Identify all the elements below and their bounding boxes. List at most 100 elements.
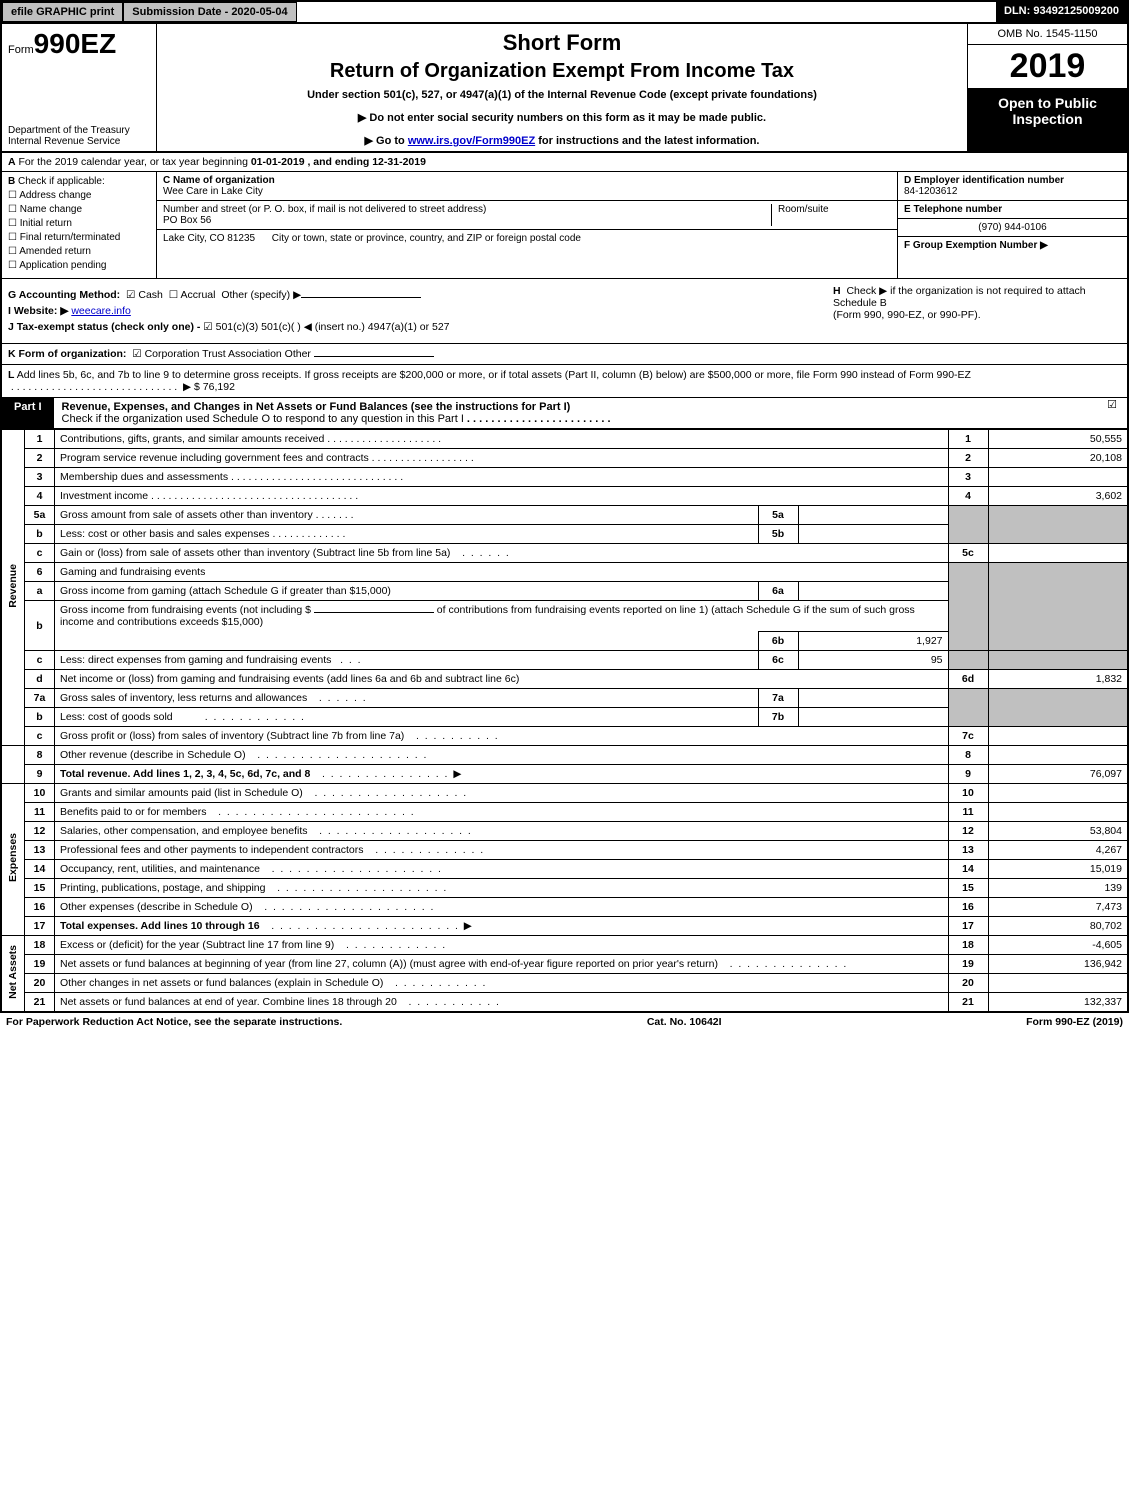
table-row: c Less: direct expenses from gaming and … — [1, 651, 1128, 670]
group-exemption-row: F Group Exemption Number ▶ — [898, 237, 1127, 254]
e-label: E Telephone number — [904, 204, 1002, 215]
line-num: c — [25, 544, 55, 563]
shaded-cell — [988, 689, 1128, 727]
footer-center: Cat. No. 10642I — [647, 1016, 722, 1028]
check-address-change[interactable]: ☐ Address change — [8, 190, 150, 201]
form-number: Form990EZ — [8, 28, 150, 60]
efile-print-button[interactable]: efile GRAPHIC print — [2, 2, 123, 22]
line-right-num: 1 — [948, 430, 988, 449]
check-name-change[interactable]: ☐ Name change — [8, 204, 150, 215]
table-row: 19 Net assets or fund balances at beginn… — [1, 955, 1128, 974]
table-row: c Gain or (loss) from sale of assets oth… — [1, 544, 1128, 563]
expenses-side-label: Expenses — [1, 784, 25, 936]
line-desc: Net income or (loss) from gaming and fun… — [55, 670, 949, 689]
line-desc: Net assets or fund balances at end of ye… — [55, 993, 949, 1013]
line-desc: Gaming and fundraising events — [55, 563, 949, 582]
part-1-label: Part I — [2, 398, 54, 428]
street-label: Number and street (or P. O. box, if mail… — [163, 204, 486, 215]
line-desc: Excess or (deficit) for the year (Subtra… — [55, 936, 949, 955]
goto-pre: ▶ Go to — [365, 135, 408, 147]
line-desc: Other expenses (describe in Schedule O) … — [55, 898, 949, 917]
line-right-val: -4,605 — [988, 936, 1128, 955]
check-name-change-label: Name change — [20, 204, 82, 215]
city-label: City or town, state or province, country… — [272, 233, 581, 244]
table-row: 8 Other revenue (describe in Schedule O)… — [1, 746, 1128, 765]
table-row: 6 Gaming and fundraising events — [1, 563, 1128, 582]
line-num: 13 — [25, 841, 55, 860]
line-num: 11 — [25, 803, 55, 822]
table-row: 7a Gross sales of inventory, less return… — [1, 689, 1128, 708]
f-label: F Group Exemption Number ▶ — [904, 240, 1048, 251]
k-options[interactable]: Corporation Trust Association Other — [145, 348, 311, 360]
website-link[interactable]: weecare.info — [71, 305, 131, 317]
room-suite: Room/suite — [771, 204, 891, 226]
check-address-change-label: Address change — [19, 190, 91, 201]
check-final-return[interactable]: ☐ Final return/terminated — [8, 232, 150, 243]
line-right-num: 18 — [948, 936, 988, 955]
city-row: Lake City, CO 81235 City or town, state … — [157, 230, 897, 247]
line-right-val: 20,108 — [988, 449, 1128, 468]
g-cash[interactable]: Cash — [138, 289, 163, 301]
line-mid-val: 95 — [798, 651, 948, 670]
form-number-big: 990EZ — [34, 28, 117, 59]
i-label: I Website: ▶ — [8, 305, 68, 317]
open-public-l1: Open to Public — [970, 95, 1125, 111]
line-num: 17 — [25, 917, 55, 936]
line-num: 7a — [25, 689, 55, 708]
line-desc: Net assets or fund balances at beginning… — [55, 955, 949, 974]
table-row: 12 Salaries, other compensation, and emp… — [1, 822, 1128, 841]
department-label: Department of the Treasury Internal Reve… — [8, 125, 150, 147]
check-initial-return[interactable]: ☐ Initial return — [8, 218, 150, 229]
table-row: 4 Investment income . . . . . . . . . . … — [1, 487, 1128, 506]
line-mid-val — [798, 582, 948, 601]
col-b-checks: B Check if applicable: ☐ Address change … — [2, 172, 157, 278]
b-label: B — [8, 176, 15, 187]
check-amended-return[interactable]: ☐ Amended return — [8, 246, 150, 257]
line-mid-num: 5b — [758, 525, 798, 544]
g-other[interactable]: Other (specify) ▶ — [221, 289, 301, 301]
line-desc: Program service revenue including govern… — [55, 449, 949, 468]
revenue-side-label: Revenue — [1, 430, 25, 746]
line-desc: Total revenue. Add lines 1, 2, 3, 4, 5c,… — [55, 765, 949, 784]
g-accrual[interactable]: Accrual — [180, 289, 215, 301]
row-k: K Form of organization: ☑ Corporation Tr… — [0, 344, 1129, 365]
line-right-num: 7c — [948, 727, 988, 746]
table-row: c Gross profit or (loss) from sales of i… — [1, 727, 1128, 746]
line-right-val — [988, 746, 1128, 765]
line-right-num: 4 — [948, 487, 988, 506]
row-a-pre: For the 2019 calendar year, or tax year … — [19, 156, 251, 168]
part-1-title: Revenue, Expenses, and Changes in Net As… — [54, 398, 1097, 428]
tax-year: 2019 — [968, 45, 1127, 89]
j-options[interactable]: 501(c)(3) 501(c)( ) ◀ (insert no.) 4947(… — [216, 321, 450, 333]
line-right-num: 11 — [948, 803, 988, 822]
shaded-cell — [948, 563, 988, 651]
line-mid-num: 6c — [758, 651, 798, 670]
line-desc: Membership dues and assessments . . . . … — [55, 468, 949, 487]
line-mid-num: 5a — [758, 506, 798, 525]
line-right-val: 53,804 — [988, 822, 1128, 841]
line-num: 18 — [25, 936, 55, 955]
header-right: OMB No. 1545-1150 2019 Open to Public In… — [967, 24, 1127, 151]
d-label: D Employer identification number — [904, 175, 1064, 186]
table-row: Revenue 1 Contributions, gifts, grants, … — [1, 430, 1128, 449]
irs-link[interactable]: www.irs.gov/Form990EZ — [408, 135, 535, 147]
line-desc: Salaries, other compensation, and employ… — [55, 822, 949, 841]
street-value: PO Box 56 — [163, 215, 211, 226]
c-name-label: Name of organization — [173, 175, 275, 186]
block-b-through-f: B Check if applicable: ☐ Address change … — [0, 172, 1129, 279]
check-if-label: Check if applicable: — [18, 176, 105, 187]
line-mid-val: 1,927 — [798, 632, 948, 651]
line-right-val: 132,337 — [988, 993, 1128, 1013]
i-website: I Website: ▶ weecare.info — [8, 305, 821, 317]
line-num: c — [25, 727, 55, 746]
part-1-checkbox[interactable]: ☑ — [1097, 398, 1127, 428]
col-g-i-j: G Accounting Method: ☑ Cash ☐ Accrual Ot… — [2, 279, 827, 343]
footer-right: Form 990-EZ (2019) — [1026, 1016, 1123, 1028]
top-bar: efile GRAPHIC print Submission Date - 20… — [0, 0, 1129, 24]
goto-post: for instructions and the latest informat… — [535, 135, 759, 147]
check-application-pending[interactable]: ☐ Application pending — [8, 260, 150, 271]
line-right-val — [988, 727, 1128, 746]
line-num: 21 — [25, 993, 55, 1013]
line-right-num: 5c — [948, 544, 988, 563]
row-a-tax-year: A For the 2019 calendar year, or tax yea… — [0, 153, 1129, 172]
